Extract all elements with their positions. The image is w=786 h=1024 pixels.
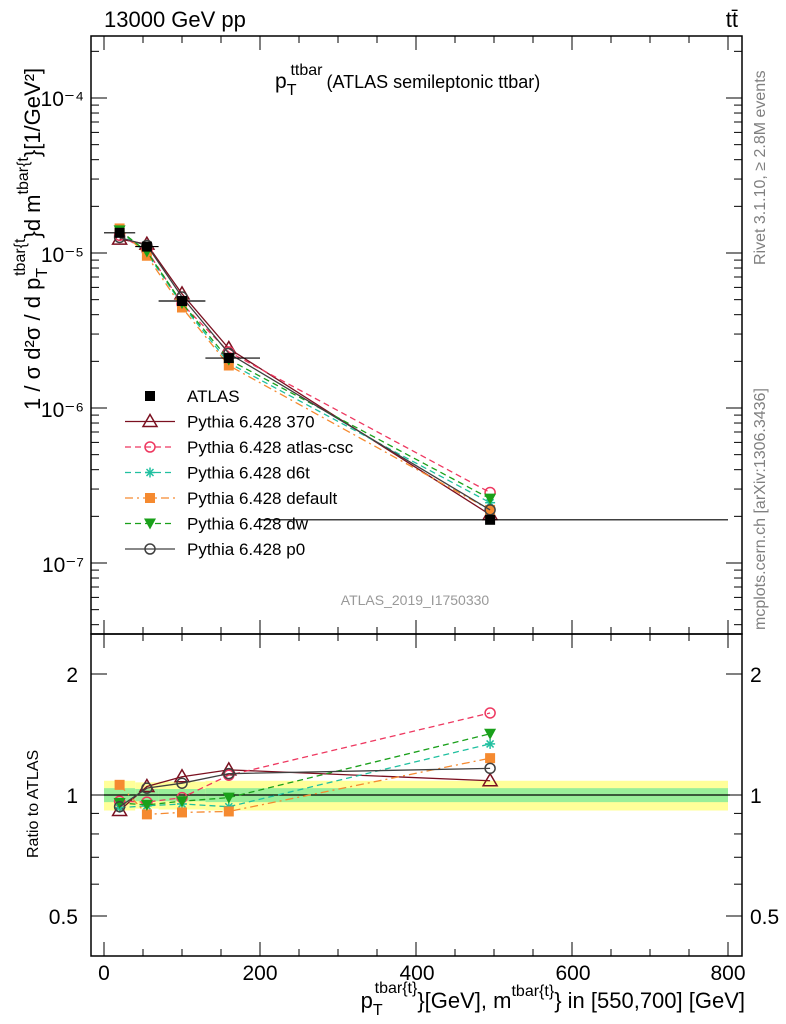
analysis-watermark: ATLAS_2019_I1750330 [341,592,490,608]
legend: ATLAS Pythia 6.428 370 Pythia 6.428 atlas-… [125,387,354,559]
ratio-series-marker [484,707,496,719]
ratio-series-marker [113,800,126,813]
ratio-ytick-1: 1 [66,785,78,808]
ratio-series-marker [141,782,153,794]
legend-marker [144,543,156,555]
ylabel-sup: tbar{t [12,238,29,276]
process-label: tt̄ [726,7,738,32]
main-axis-ticks [91,36,742,634]
legend-marker [141,413,159,428]
legend-marker [144,518,156,530]
legend-label: Pythia 6.428 p0 [187,540,305,559]
ratio-ytick-0-5: 0.5 [49,906,78,929]
ratio-series-marker [484,728,497,740]
ratio-panel: 0.5 1 2 0.5 1 2 Ratio to ATLAS 0 200 400… [25,633,779,1019]
rivet-label: Rivet 3.1.10, ≥ 2.8M events [752,70,769,265]
ylabel-mid: }d m [20,195,45,239]
ratio-series-marker-stroke [486,739,495,748]
title-sup: ttbar [290,62,323,79]
xlabel-suffix: } in [550,700] [GeV] [554,988,745,1013]
data-point [485,514,496,525]
xtick-label-0: 0 [98,962,110,985]
legend-marker [145,493,155,503]
mcplots-label: mcplots.cern.ch [arXiv:1306.3436] [752,388,769,630]
xlabel-p: p [361,988,373,1013]
ratio-ytick-2: 2 [66,664,78,687]
ratio-series-marker [173,768,191,783]
xtick-label-600: 600 [555,962,590,985]
main-ylabel: 1 / σ d²σ / d pTtbar{t}d mtbar{t}[1/GeV²… [12,68,51,410]
ratio-series-marker [140,799,153,811]
xtick-label-200: 200 [242,962,277,985]
ylabel-prefix: 1 / σ d²σ / d p [20,278,45,410]
ratio-uncertainty-bands [104,780,728,811]
ratio-ytick-right-2: 2 [750,664,762,687]
legend-label: Pythia 6.428 atlas-csc [187,438,354,457]
data-point [141,241,152,252]
ratio-series [111,707,499,820]
data-point [223,353,234,364]
ytick-label-1e-7: 10⁻⁷ [42,554,84,577]
legend-label: Pythia 6.428 370 [187,413,315,432]
ratio-series-marker [485,738,496,749]
main-series-marker [484,493,497,505]
ratio-series-marker [485,753,496,764]
xlabel-mid: }[GeV], m [417,988,511,1013]
ytick-label-1e-6: 10⁻⁶ [41,399,84,422]
legend-marker [144,441,156,453]
ratio-series-marker [222,792,235,804]
ylabel-sup2: tbar{t [15,157,32,195]
main-data-points [104,227,728,525]
legend-marker-stroke [145,468,155,477]
ylabel-sub: T [34,268,51,278]
ratio-series-marker [484,762,496,775]
ratio-ytick-right-0-5: 0.5 [750,906,779,929]
ratio-series-marker [114,779,125,790]
ratio-series-line [119,767,491,808]
xtick-label-800: 800 [710,962,745,985]
xtick-label-400: 400 [399,962,434,985]
ratio-series-marker [141,809,152,820]
ylabel-suffix: }[1/GeV²] [20,68,45,157]
ratio-series-marker [223,767,235,780]
ytick-label-1e-4: 10⁻⁴ [41,88,84,111]
ratio-axis-ticks [91,634,742,956]
legend-marker [145,391,155,401]
legend-marker [145,467,155,478]
ratio-ytick-right-1: 1 [750,785,762,808]
legend-label: Pythia 6.428 default [187,489,338,508]
legend-label: Pythia 6.428 dw [187,515,309,534]
data-point [114,227,125,238]
xlabel-sup: tbar{t} [375,980,418,997]
title-sub: T [287,82,297,99]
main-series-line [119,229,491,500]
ratio-series-marker [176,777,188,789]
energy-label: 13000 GeV pp [104,7,246,32]
x-axis-label: pTtbar{t}}[GeV], mtbar{t}} in [550,700] … [361,980,745,1019]
ratio-series-marker [177,807,187,818]
ytick-label-1e-5: 10⁻⁵ [41,244,84,267]
ratio-series-marker [481,772,499,787]
legend-label: Pythia 6.428 d6t [187,464,310,483]
title-suffix: (ATLAS semileptonic ttbar) [326,72,540,92]
plot-title: pTttbar(ATLAS semileptonic ttbar) [275,62,540,99]
ratio-series-marker [176,796,188,808]
title-p: p [275,70,287,93]
data-point [177,296,187,307]
ratio-ylabel: Ratio to ATLAS [25,750,42,858]
ratio-series-marker [113,798,126,810]
main-panel: 10⁻⁷ 10⁻⁶ 10⁻⁵ 10⁻⁴ pTttbar(ATLAS semile… [12,35,743,635]
ratio-series-marker [223,806,234,817]
xlabel-sup2: tbar{t} [511,983,554,1000]
legend-label: ATLAS [187,387,240,406]
xlabel-sub: T [373,1002,383,1019]
